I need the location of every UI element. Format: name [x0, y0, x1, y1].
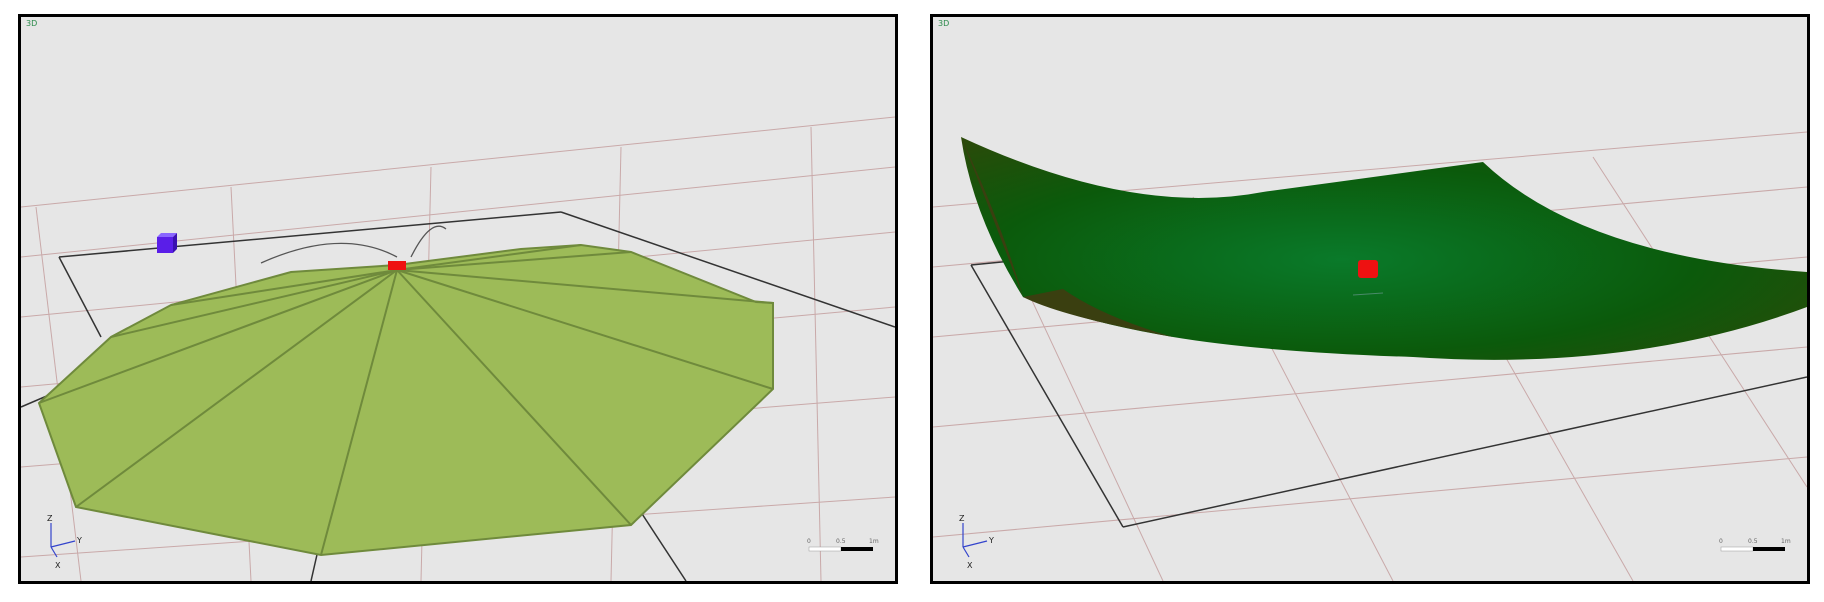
- scale-bar: 0 0.5 1m: [807, 538, 879, 552]
- point-shadow: [1352, 292, 1384, 296]
- control-arcs: [260, 225, 447, 264]
- scale-start: 0: [807, 538, 811, 545]
- viewport-left[interactable]: 3D: [18, 14, 898, 584]
- axis-z-label: Z: [959, 514, 965, 523]
- center-control-point[interactable]: [1358, 260, 1378, 278]
- axis-x-label: X: [55, 561, 61, 570]
- umbrella-surface[interactable]: [37, 243, 774, 557]
- axis-z-label: Z: [47, 514, 53, 523]
- view-mode-label: 3D: [26, 19, 38, 28]
- center-control-point[interactable]: [388, 261, 406, 270]
- view-mode-label: 3D: [938, 19, 950, 28]
- scale-end: 1m: [1781, 538, 1791, 545]
- axis-y-label: Y: [988, 536, 994, 545]
- handle-cube[interactable]: [157, 233, 177, 253]
- scene-canvas-left[interactable]: Z Y X 0 0.5 1m: [21, 17, 895, 581]
- scene-canvas-right[interactable]: Z Y X 0 0.5 1m: [933, 17, 1807, 581]
- scale-start: 0: [1719, 538, 1723, 545]
- axis-gizmo: Z Y X: [47, 514, 82, 570]
- scale-mid: 0.5: [1748, 538, 1758, 545]
- axis-x-label: X: [967, 561, 973, 570]
- axis-y-label: Y: [76, 536, 82, 545]
- axis-gizmo: Z Y X: [959, 514, 994, 570]
- scale-mid: 0.5: [836, 538, 846, 545]
- saddle-surface[interactable]: [961, 137, 1807, 360]
- scale-bar: 0 0.5 1m: [1719, 538, 1791, 552]
- viewport-right[interactable]: 3D: [930, 14, 1810, 584]
- scale-end: 1m: [869, 538, 879, 545]
